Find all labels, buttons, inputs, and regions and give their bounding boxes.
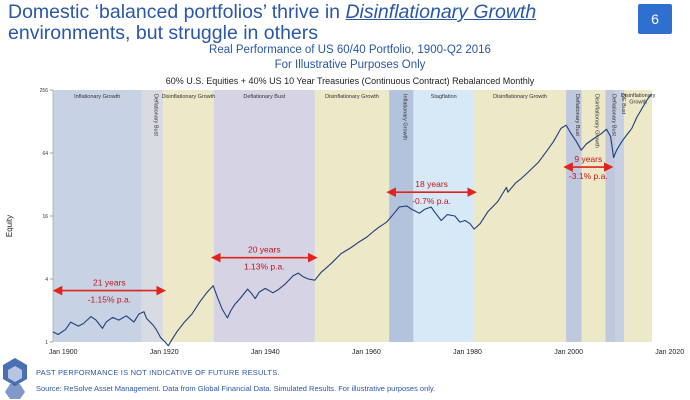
annotation-years: 9 years [574, 154, 602, 164]
regime-band [566, 90, 582, 342]
regime-band [581, 90, 606, 342]
source-text: Source: ReSolve Asset Management. Data f… [36, 384, 436, 393]
regime-band [53, 90, 142, 342]
annotation-rate: -3.1% p.a. [569, 171, 608, 181]
resolve-logo-icon [3, 358, 27, 399]
regime-label: DE Bust [620, 94, 626, 115]
regime-label: Disinflationary Growth [325, 94, 379, 100]
regime-band [314, 90, 390, 342]
annotation-rate: 1.13% p.a. [244, 262, 285, 272]
disclaimer-text: PAST PERFORMANCE IS NOT INDICATIVE OF FU… [36, 368, 280, 377]
x-tick-label: Jan 1920 [150, 349, 179, 356]
annotation-years: 18 years [415, 179, 448, 189]
regime-label: Deflationary Bust [152, 94, 158, 136]
regime-band [413, 90, 475, 342]
slide-title-part2: environments, but struggle in others [8, 22, 319, 44]
y-axis-label: Equity [5, 215, 14, 237]
y-tick-label: 16 [42, 214, 48, 220]
x-tick-label: Jan 2020 [655, 349, 684, 356]
regime-label: Disinflationary Growth [621, 93, 656, 106]
chart-subtitle-1: Real Performance of US 60/40 Portfolio, … [209, 44, 491, 56]
slide-title-emphasis: Disinflationary Growth [345, 1, 537, 23]
series-line [52, 93, 652, 347]
y-tick-label: 256 [40, 88, 49, 94]
regime-label: Deflationary Bust [611, 94, 617, 136]
annotation-years: 21 years [93, 278, 126, 288]
regime-label: Deflationary Bust [574, 94, 580, 136]
regime-band [213, 90, 315, 342]
x-tick-label: Jan 1980 [453, 349, 482, 356]
portfolio-chart: Inflationary Growth Deflationary Bust Disi… [5, 88, 684, 356]
regime-label: Disinflationary Growth [162, 94, 216, 100]
regime-band [615, 90, 625, 342]
regime-band [474, 90, 567, 342]
y-tick-label: 4 [45, 277, 48, 283]
y-tick-label: 64 [42, 151, 48, 157]
regime-band [624, 90, 652, 342]
regime-band [389, 90, 414, 342]
regime-label: Inflationary Growth [74, 94, 120, 100]
regime-band [141, 90, 164, 342]
regime-band [163, 90, 214, 342]
regime-band [605, 90, 616, 342]
slide-title-part1: Domestic ‘balanced portfolios’ thrive in [8, 1, 346, 23]
x-tick-label: Jan 2000 [554, 349, 583, 356]
x-tick-label: Jan 1960 [352, 349, 381, 356]
regime-label: Disinflationary Growth [594, 94, 600, 148]
page-number-badge: 6 [638, 4, 672, 34]
regime-label: Inflationary Growth [401, 94, 407, 140]
regime-label: Deflationary Bust [243, 94, 285, 100]
annotation-years: 20 years [248, 245, 281, 255]
x-tick-label: Jan 1900 [49, 349, 78, 356]
regime-label: Disinflationary Growth [493, 94, 547, 100]
annotation-rate: -1.15% p.a. [88, 295, 131, 305]
x-tick-label: Jan 1940 [251, 349, 280, 356]
regime-label: Stagflation [431, 94, 457, 100]
y-tick-label: 1 [45, 340, 48, 346]
chart-subtitle-2: For Illustrative Purposes Only [274, 59, 426, 71]
annotation-rate: -0.7% p.a. [412, 196, 451, 206]
chart-caption: 60% U.S. Equities + 40% US 10 Year Treas… [165, 76, 535, 86]
slide-title: Domestic ‘balanced portfolios’ thrive in… [8, 2, 608, 44]
